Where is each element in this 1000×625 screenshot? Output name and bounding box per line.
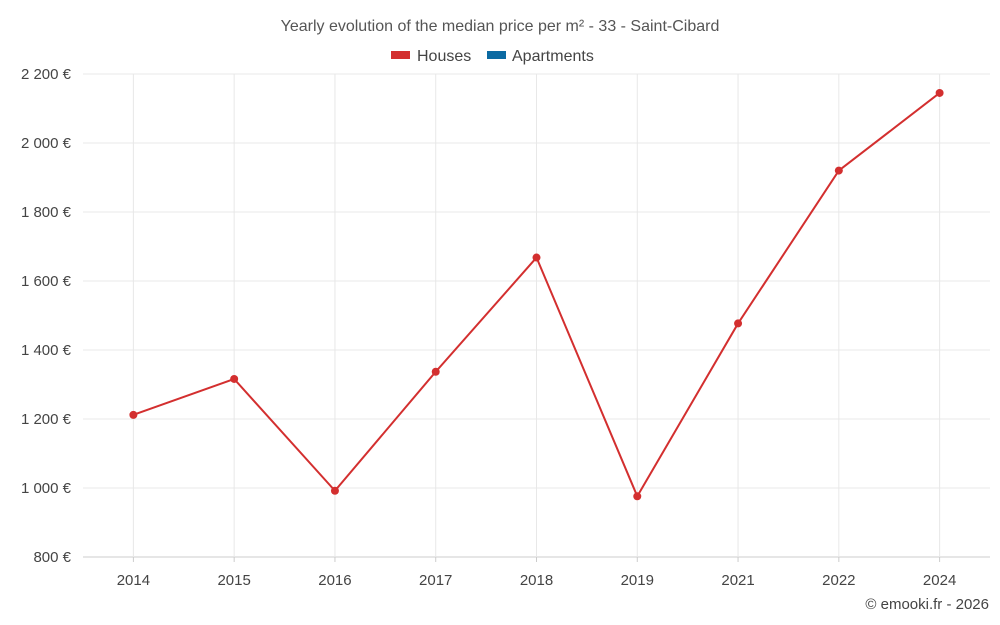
data-point-2018[interactable] xyxy=(532,253,541,262)
x-tick-label: 2016 xyxy=(318,572,351,589)
x-tick-label: 2022 xyxy=(822,572,855,589)
x-tick-label: 2015 xyxy=(217,572,250,589)
y-tick-label: 1 800 € xyxy=(21,204,72,221)
legend-swatch-houses xyxy=(391,51,410,59)
data-point-2016[interactable] xyxy=(330,486,339,495)
data-point-2019[interactable] xyxy=(633,492,642,501)
y-tick-label: 1 600 € xyxy=(21,273,72,290)
x-tick-label: 2019 xyxy=(621,572,654,589)
x-tick-label: 2017 xyxy=(419,572,452,589)
credit-text: © emooki.fr - 2026 xyxy=(865,596,989,613)
x-tick-label: 2018 xyxy=(520,572,553,589)
legend-label-houses: Houses xyxy=(417,48,471,65)
legend-item-apartments[interactable]: Apartments xyxy=(487,48,594,65)
y-tick-label: 1 400 € xyxy=(21,342,72,359)
chart-title: Yearly evolution of the median price per… xyxy=(281,18,720,35)
legend: Houses Apartments xyxy=(391,48,594,65)
x-tick-label: 2021 xyxy=(721,572,754,589)
legend-item-houses[interactable]: Houses xyxy=(391,48,471,65)
data-point-2022[interactable] xyxy=(834,166,843,175)
data-point-2021[interactable] xyxy=(734,319,743,328)
x-tick-label: 2014 xyxy=(117,572,150,589)
x-axis: 2014 2015 2016 2017 2018 2019 2021 2022 2024 xyxy=(117,557,956,589)
y-tick-label: 2 200 € xyxy=(21,66,72,83)
x-tick-label: 2024 xyxy=(923,572,956,589)
data-point-2014[interactable] xyxy=(129,410,138,419)
data-point-2017[interactable] xyxy=(431,367,440,376)
series-houses xyxy=(129,88,944,501)
data-point-2015[interactable] xyxy=(230,374,239,383)
data-point-2024[interactable] xyxy=(935,88,944,97)
y-tick-label: 1 200 € xyxy=(21,411,72,428)
y-tick-label: 1 000 € xyxy=(21,480,72,497)
y-axis: 800 € 1 000 € 1 200 € 1 400 € 1 600 € 1 800 €… xyxy=(21,66,72,566)
gridlines xyxy=(83,73,990,558)
y-tick-label: 2 000 € xyxy=(21,135,72,152)
y-tick-label: 800 € xyxy=(33,549,71,566)
legend-swatch-apartments xyxy=(487,51,506,59)
legend-label-apartments: Apartments xyxy=(512,48,594,65)
